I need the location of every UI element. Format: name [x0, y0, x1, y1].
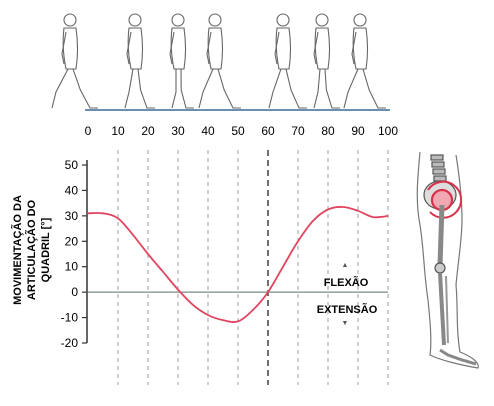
x-tick-label: 20	[141, 124, 155, 138]
arm-icon	[169, 31, 175, 65]
y-axis-label-line-2: ARTICULAÇÃO DO	[25, 199, 38, 300]
walking-figure-icon	[169, 13, 194, 109]
back-leg-icon	[198, 68, 214, 109]
femur-icon	[437, 204, 445, 266]
x-tick-label: 70	[291, 124, 305, 138]
walking-figure-icon	[313, 13, 340, 109]
back-leg-icon	[51, 68, 69, 109]
head-icon	[63, 13, 77, 27]
y-axis-label-line-3: QUADRIL [°]	[40, 217, 52, 282]
head-icon	[315, 13, 329, 27]
front-leg-icon	[362, 68, 386, 109]
arm-icon	[313, 31, 319, 65]
y-tick-label: 0	[71, 285, 78, 299]
torso-icon	[207, 27, 224, 70]
knee-icon	[434, 262, 446, 274]
x-tick-label: 0	[85, 124, 92, 138]
y-tick-label: 30	[65, 209, 79, 223]
torso-icon	[352, 27, 369, 70]
arm-icon	[274, 31, 280, 65]
head-icon	[276, 13, 290, 27]
extension-arrow-icon: ▼	[342, 320, 349, 327]
y-tick-label: 20	[65, 234, 79, 248]
x-tick-label: 100	[378, 124, 398, 138]
y-tick-label: -20	[61, 336, 79, 350]
y-axis-label-line-1: MOVIMENTAÇÃO DA	[11, 195, 24, 305]
extension-annotation: EXTENSÃO ▼	[317, 303, 378, 327]
fibula-icon	[445, 275, 449, 344]
flexion-label: FLEXÃO	[324, 276, 369, 289]
front-leg-icon	[217, 68, 241, 109]
walking-figure-icon	[51, 13, 98, 109]
torso-icon	[62, 27, 79, 70]
extension-label: EXTENSÃO	[317, 303, 378, 316]
torso-icon	[314, 27, 331, 70]
arm-icon	[206, 31, 212, 65]
flexion-arrow-icon: ▲	[342, 262, 349, 269]
head-icon	[353, 13, 367, 27]
hip-angle-curve	[87, 206, 389, 323]
x-axis-tick-labels: 0 10 20 30 40 50 60 70 80 90 100	[85, 124, 399, 138]
walking-figure-icon	[343, 13, 386, 109]
torso-icon	[170, 27, 187, 70]
torso-icon	[275, 27, 292, 70]
head-icon	[128, 13, 142, 27]
spine-icon	[430, 154, 447, 182]
leg-outline	[416, 151, 479, 369]
y-tick-label: -10	[61, 311, 79, 325]
y-axis-label: MOVIMENTAÇÃO DA ARTICULAÇÃO DO QUADRIL […	[11, 195, 52, 305]
walking-figure-icon	[198, 13, 241, 109]
walking-figure-icon	[124, 13, 155, 109]
walking-figure-icon	[268, 13, 307, 109]
y-tick-label: 40	[65, 183, 79, 197]
head-icon	[171, 13, 185, 27]
foot-bones-icon	[439, 348, 477, 366]
back-leg-icon	[343, 68, 359, 109]
front-leg-icon	[137, 68, 155, 109]
x-tick-label: 80	[321, 124, 335, 138]
back-leg-icon	[313, 68, 321, 109]
walking-sequence-illustration	[51, 13, 386, 109]
front-leg-icon	[72, 68, 98, 109]
vertical-gridlines	[117, 150, 389, 385]
arm-icon	[61, 31, 67, 65]
x-tick-label: 60	[261, 124, 275, 138]
y-tick-label: 10	[65, 260, 79, 274]
torso-icon	[127, 27, 144, 70]
arm-icon	[126, 31, 132, 65]
y-tick-label: 50	[65, 158, 79, 172]
front-leg-icon	[324, 68, 340, 109]
x-tick-label: 40	[201, 124, 215, 138]
y-axis-ticks: 50 40 30 20 10 0 -10 -20	[61, 158, 87, 350]
x-tick-label: 90	[351, 124, 365, 138]
tibia-icon	[438, 272, 446, 346]
front-leg-icon	[285, 68, 307, 109]
back-leg-icon	[124, 68, 134, 109]
head-icon	[208, 13, 222, 27]
front-leg-icon	[180, 68, 194, 109]
back-leg-icon	[171, 69, 177, 109]
back-leg-icon	[268, 68, 282, 109]
x-tick-label: 10	[111, 124, 125, 138]
flexion-annotation: ▲ FLEXÃO	[324, 262, 369, 289]
leg-skeleton-illustration	[416, 151, 479, 369]
x-tick-label: 50	[231, 124, 245, 138]
arm-icon	[351, 31, 357, 65]
x-tick-label: 30	[171, 124, 185, 138]
